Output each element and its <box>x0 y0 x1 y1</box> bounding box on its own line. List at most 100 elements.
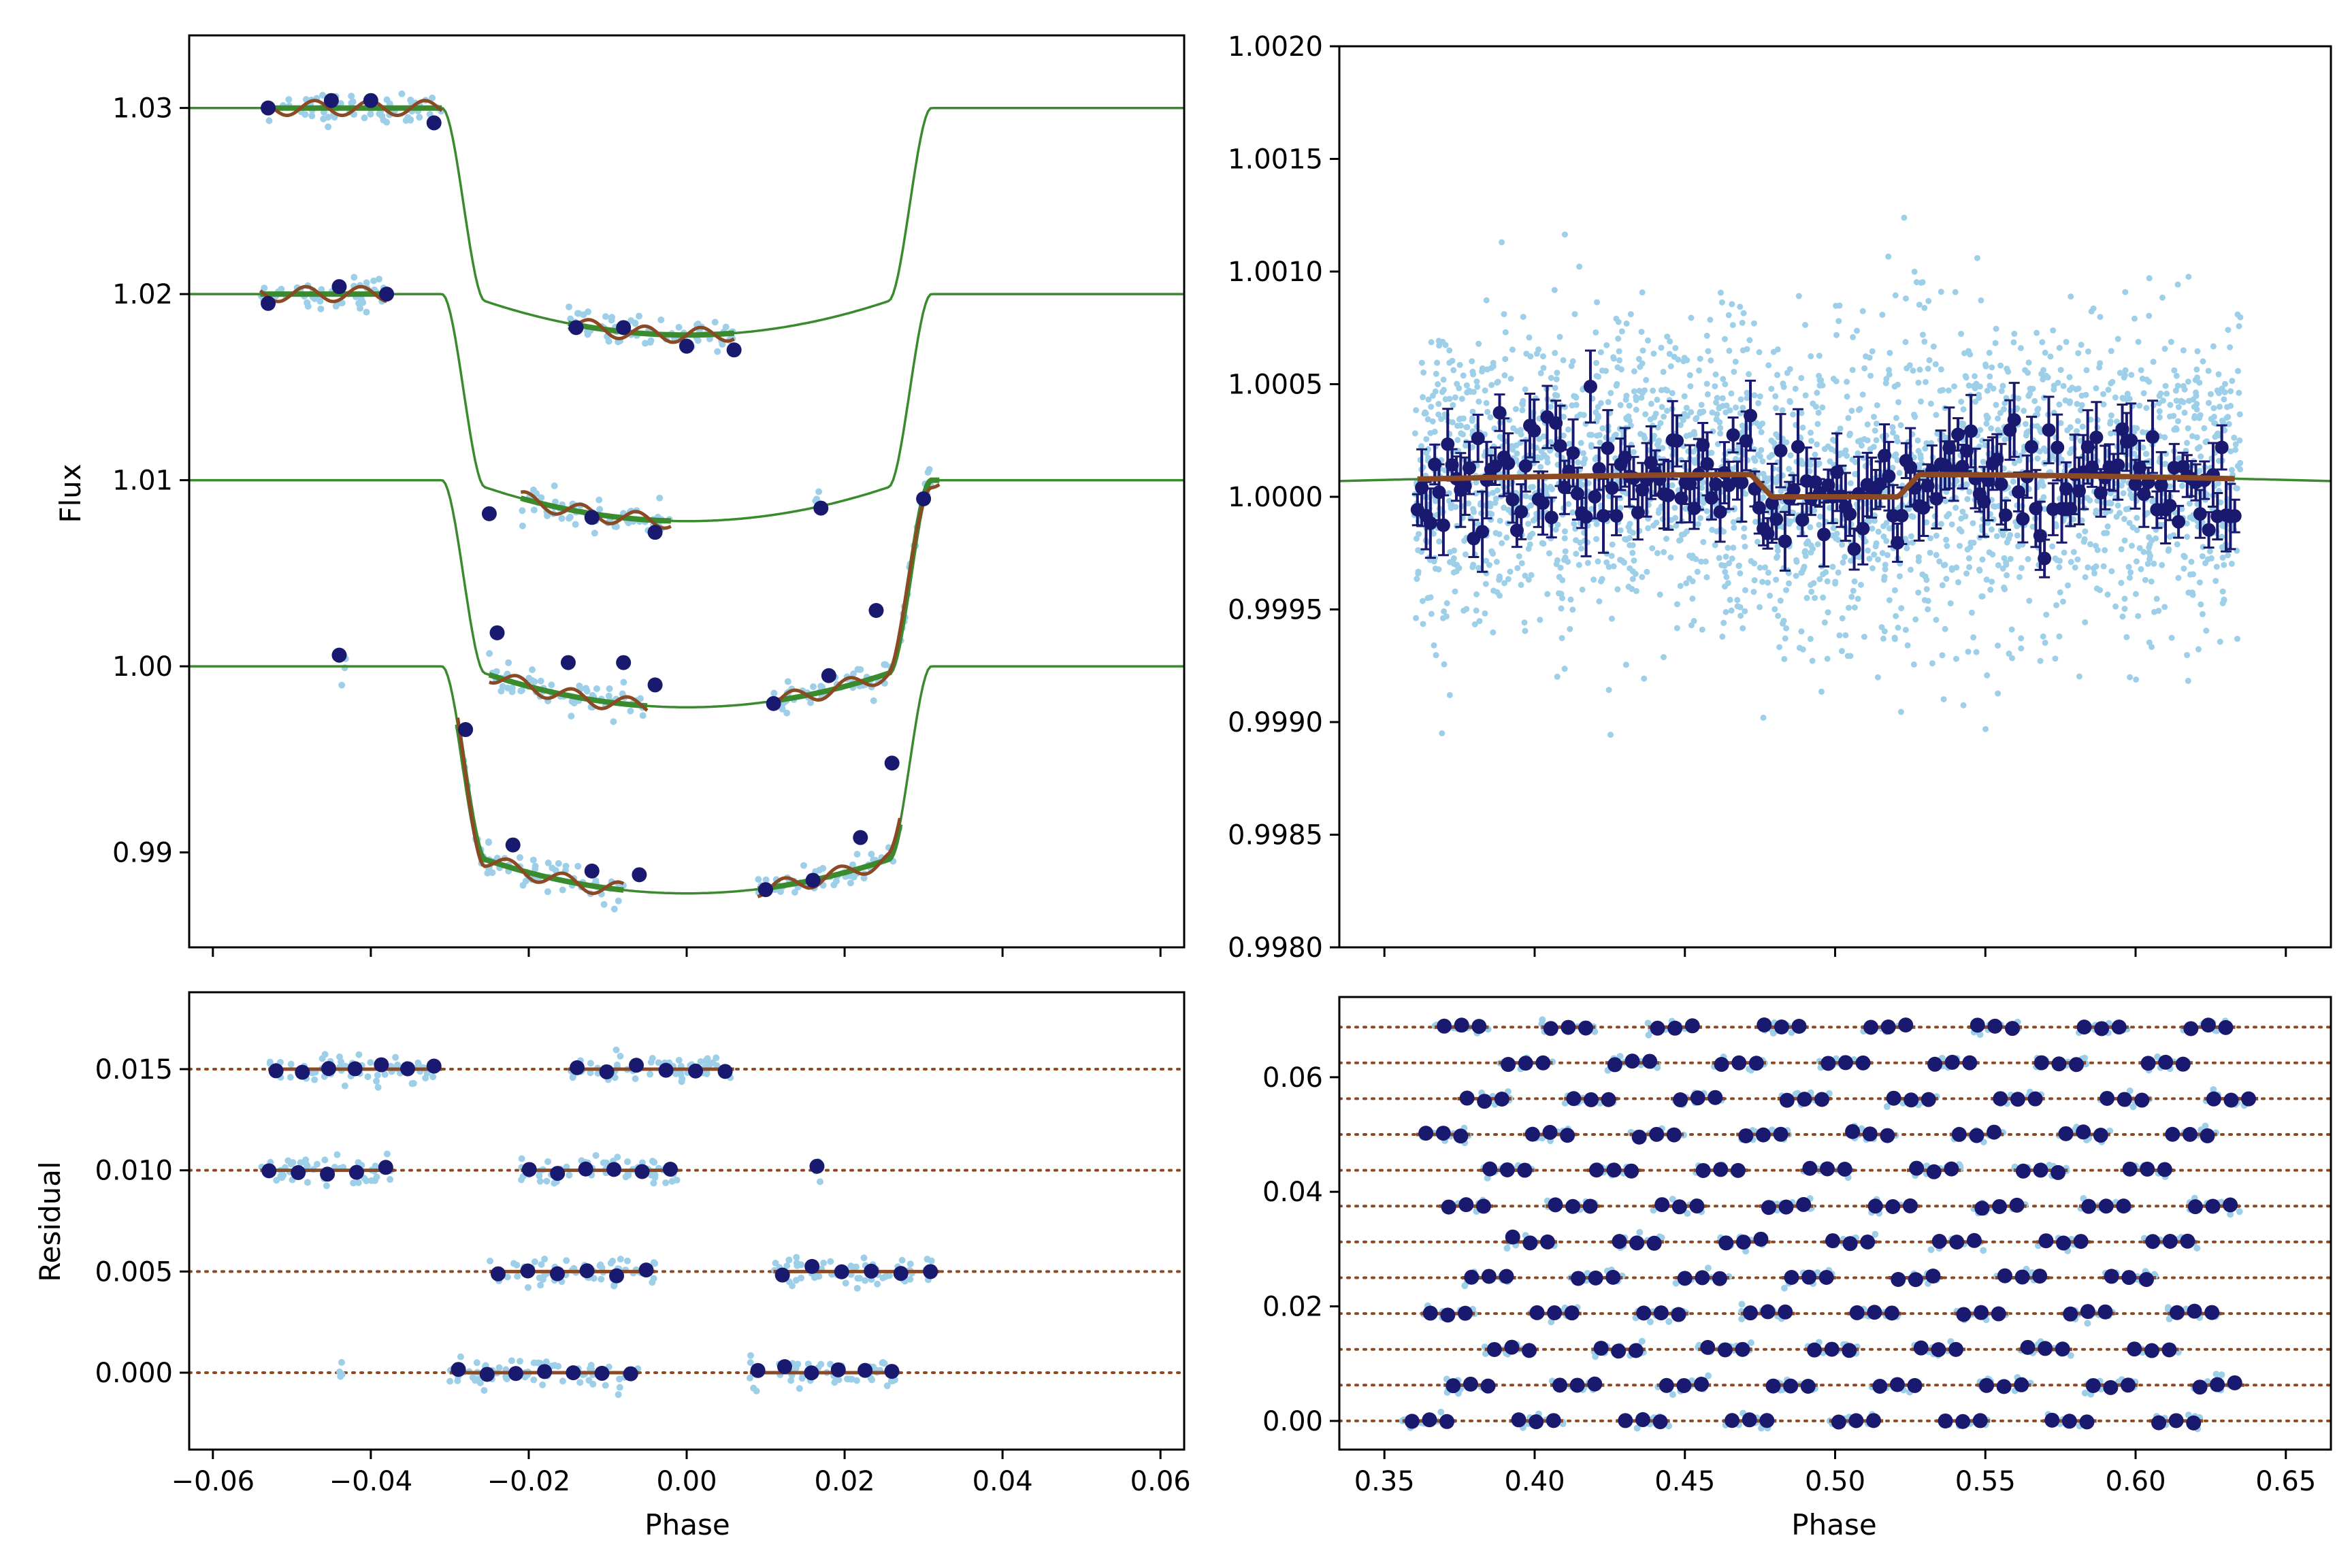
raw-point <box>1629 568 1636 574</box>
binned-point <box>1439 1414 1455 1429</box>
raw-point <box>1461 538 1468 544</box>
raw-point <box>297 1159 304 1166</box>
raw-point <box>1908 512 1915 519</box>
raw-point <box>2114 419 2121 425</box>
raw-point <box>870 697 877 704</box>
raw-point <box>2146 639 2153 646</box>
raw-point <box>1475 398 1482 405</box>
binned-point <box>1842 1343 1857 1358</box>
raw-point <box>1441 661 1448 668</box>
raw-point <box>1727 596 1733 603</box>
raw-point <box>1755 399 1762 406</box>
raw-point <box>1549 486 1556 493</box>
raw-point <box>800 862 807 869</box>
raw-point <box>2025 370 2031 376</box>
raw-point <box>1650 350 1657 357</box>
raw-point <box>1879 312 1886 318</box>
raw-point <box>1816 521 1823 528</box>
raw-point <box>2212 578 2219 585</box>
binned-point <box>834 1264 849 1279</box>
raw-point <box>2181 553 2188 560</box>
binned-point <box>1742 1412 1757 1428</box>
binned-point <box>2042 423 2056 437</box>
raw-point <box>1446 347 1453 354</box>
binned-point <box>2120 1377 2136 1393</box>
raw-point <box>1787 518 1794 525</box>
raw-point <box>1577 539 1584 546</box>
binned-point <box>2192 1379 2208 1395</box>
raw-point <box>835 1376 843 1384</box>
raw-point <box>1808 589 1815 595</box>
raw-point <box>2067 387 2074 393</box>
raw-point <box>1904 642 1911 649</box>
binned-point <box>2020 1339 2036 1355</box>
raw-point <box>2194 348 2201 355</box>
raw-point <box>1482 387 1488 394</box>
raw-point <box>1457 422 1464 429</box>
binned-point <box>2127 1341 2142 1357</box>
raw-point <box>308 1069 316 1077</box>
raw-point <box>1627 542 1633 549</box>
raw-point <box>2219 523 2226 529</box>
raw-point <box>544 888 551 896</box>
raw-point <box>1431 428 1438 435</box>
raw-point <box>1536 436 1543 442</box>
binned-point <box>489 625 505 640</box>
raw-point <box>1964 495 1971 502</box>
raw-point <box>1855 450 1861 457</box>
raw-point <box>2025 393 2032 399</box>
raw-point <box>2227 344 2234 350</box>
raw-point <box>598 1275 605 1283</box>
raw-point <box>2180 565 2187 572</box>
raw-point <box>1714 411 1720 418</box>
raw-point <box>1772 393 1779 399</box>
raw-point <box>1575 459 1582 466</box>
raw-point <box>1597 578 1604 585</box>
raw-point <box>1571 521 1578 527</box>
binned-point <box>1488 459 1503 474</box>
raw-point <box>2150 359 2157 365</box>
raw-point <box>534 1359 542 1367</box>
raw-point <box>1912 616 1919 623</box>
transit-model-segment <box>455 723 624 893</box>
raw-point <box>1423 450 1430 457</box>
raw-point <box>1873 437 1880 444</box>
raw-point <box>2219 588 2226 595</box>
raw-point <box>576 1379 584 1386</box>
binned-point <box>1661 489 1676 503</box>
raw-point <box>842 1279 849 1287</box>
raw-point <box>1446 497 1452 504</box>
binned-point <box>1972 1413 1988 1428</box>
gp-model-line <box>568 318 735 344</box>
raw-point <box>1874 556 1881 563</box>
raw-point <box>1816 460 1823 467</box>
raw-point <box>1698 558 1705 565</box>
raw-point <box>2174 418 2181 425</box>
raw-point <box>1904 545 1910 552</box>
y-tick-label: 0.010 <box>95 1156 173 1187</box>
raw-point <box>2188 558 2195 565</box>
raw-point <box>1569 606 1576 613</box>
raw-point <box>2155 400 2162 407</box>
y-tick-label: 0.9995 <box>1228 595 1323 626</box>
raw-point <box>2131 425 2138 431</box>
raw-point <box>793 1259 800 1267</box>
raw-point <box>2234 636 2240 642</box>
raw-point <box>1428 339 1435 346</box>
raw-point <box>713 1054 720 1062</box>
binned-point <box>2055 1341 2070 1357</box>
raw-point <box>1454 437 1461 444</box>
raw-point <box>883 1382 891 1390</box>
raw-point <box>1438 416 1445 423</box>
raw-point <box>321 1156 329 1164</box>
raw-point <box>1746 371 1752 378</box>
raw-point <box>1880 533 1887 540</box>
raw-point <box>2025 428 2031 435</box>
binned-point <box>2151 1415 2167 1431</box>
raw-point <box>1454 561 1460 568</box>
raw-point <box>2121 374 2127 381</box>
raw-point <box>2004 572 2010 578</box>
binned-point <box>1735 1341 1750 1357</box>
raw-point <box>407 116 414 124</box>
raw-point <box>783 1262 791 1269</box>
